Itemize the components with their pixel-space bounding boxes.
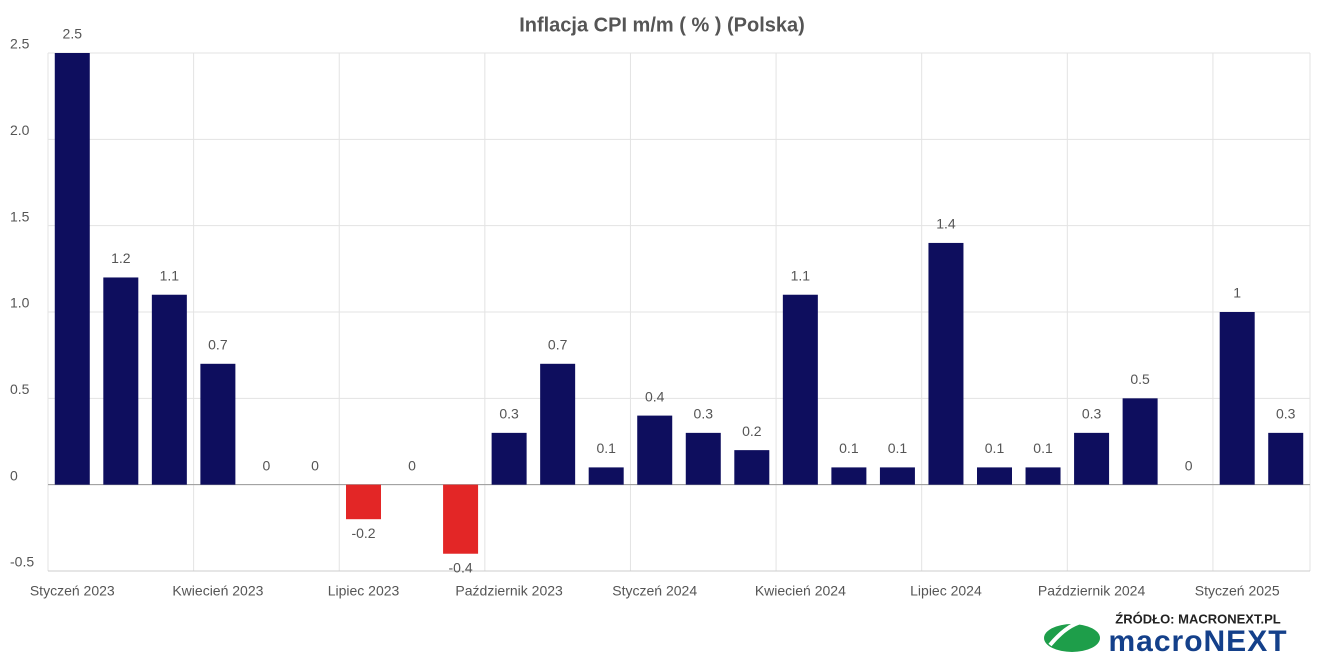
- x-tick-label: Kwiecień 2023: [172, 583, 263, 599]
- bar: [200, 363, 236, 485]
- bar: [782, 294, 818, 485]
- value-label: 0.4: [645, 388, 665, 404]
- y-tick-label: -0.5: [10, 554, 34, 570]
- value-label: 2.5: [63, 26, 83, 42]
- bar: [977, 467, 1012, 485]
- y-tick-label: 1.0: [10, 295, 30, 311]
- value-label: 1: [1233, 285, 1241, 301]
- value-label: 0.3: [694, 406, 714, 422]
- bar: [1074, 432, 1110, 485]
- value-label: 1.1: [791, 267, 811, 283]
- value-label: 0: [408, 457, 416, 473]
- value-label: 0.7: [548, 337, 568, 353]
- y-tick-label: 0.5: [10, 381, 30, 397]
- value-label: 0.7: [208, 337, 228, 353]
- x-tick-label: Październik 2023: [455, 583, 563, 599]
- value-label: 0.1: [596, 440, 616, 456]
- logo-text: macroNEXT: [1108, 625, 1287, 658]
- value-label: 0.1: [839, 440, 859, 456]
- value-label: 0: [263, 457, 271, 473]
- bar: [151, 294, 187, 485]
- logo-swoosh: [1048, 618, 1101, 647]
- bar: [637, 415, 673, 485]
- chart-title: Inflacja CPI m/m ( % ) (Polska): [519, 14, 805, 36]
- bar: [443, 484, 479, 554]
- bar: [1219, 312, 1255, 485]
- value-label: 0: [311, 457, 319, 473]
- value-label: 0.3: [499, 406, 519, 422]
- bar: [734, 450, 770, 485]
- value-label: 0.1: [1033, 440, 1053, 456]
- x-tick-label: Październik 2024: [1038, 583, 1146, 599]
- source: ŹRÓDŁO: MACRONEXT.PL: [1115, 611, 1280, 626]
- y-tick-label: 1.5: [10, 208, 30, 224]
- bar: [879, 467, 915, 485]
- x-tick-label: Kwiecień 2024: [755, 583, 846, 599]
- y-tick-label: 0: [10, 467, 18, 483]
- value-label: 0.5: [1130, 371, 1150, 387]
- value-label: 0.1: [985, 440, 1005, 456]
- value-label: -0.2: [351, 525, 375, 541]
- value-label: -0.4: [449, 559, 473, 575]
- value-label: 0.3: [1082, 406, 1102, 422]
- value-label: 0: [1185, 457, 1193, 473]
- bar: [491, 432, 527, 485]
- x-tick-label: Lipiec 2024: [910, 583, 982, 599]
- bar: [54, 53, 90, 485]
- value-label: 1.1: [160, 267, 180, 283]
- value-label: 0.1: [888, 440, 908, 456]
- bar: [346, 484, 381, 520]
- bar: [928, 242, 964, 485]
- y-tick-label: 2.5: [10, 36, 30, 52]
- bar: [1268, 432, 1304, 485]
- value-label: 0.3: [1276, 406, 1296, 422]
- y-tick-label: 2.0: [10, 122, 30, 138]
- x-tick-label: Lipiec 2023: [328, 583, 400, 599]
- bar: [588, 467, 624, 485]
- x-tick-label: Styczeń 2023: [30, 583, 115, 599]
- bar: [1122, 398, 1158, 485]
- x-tick-label: Styczeń 2024: [612, 583, 697, 599]
- x-tick-label: Styczeń 2025: [1195, 583, 1280, 599]
- value-label: 1.4: [936, 216, 956, 232]
- value-label: 0.2: [742, 423, 762, 439]
- bar: [103, 277, 139, 485]
- logo-icon: [1044, 624, 1100, 652]
- value-label: 1.2: [111, 250, 131, 266]
- bar: [685, 432, 721, 485]
- bar: [1025, 467, 1061, 485]
- bar: [831, 467, 867, 485]
- bar: [540, 363, 576, 485]
- logo: ŹRÓDŁO: MACRONEXT.PL macroNEXT: [1044, 611, 1287, 658]
